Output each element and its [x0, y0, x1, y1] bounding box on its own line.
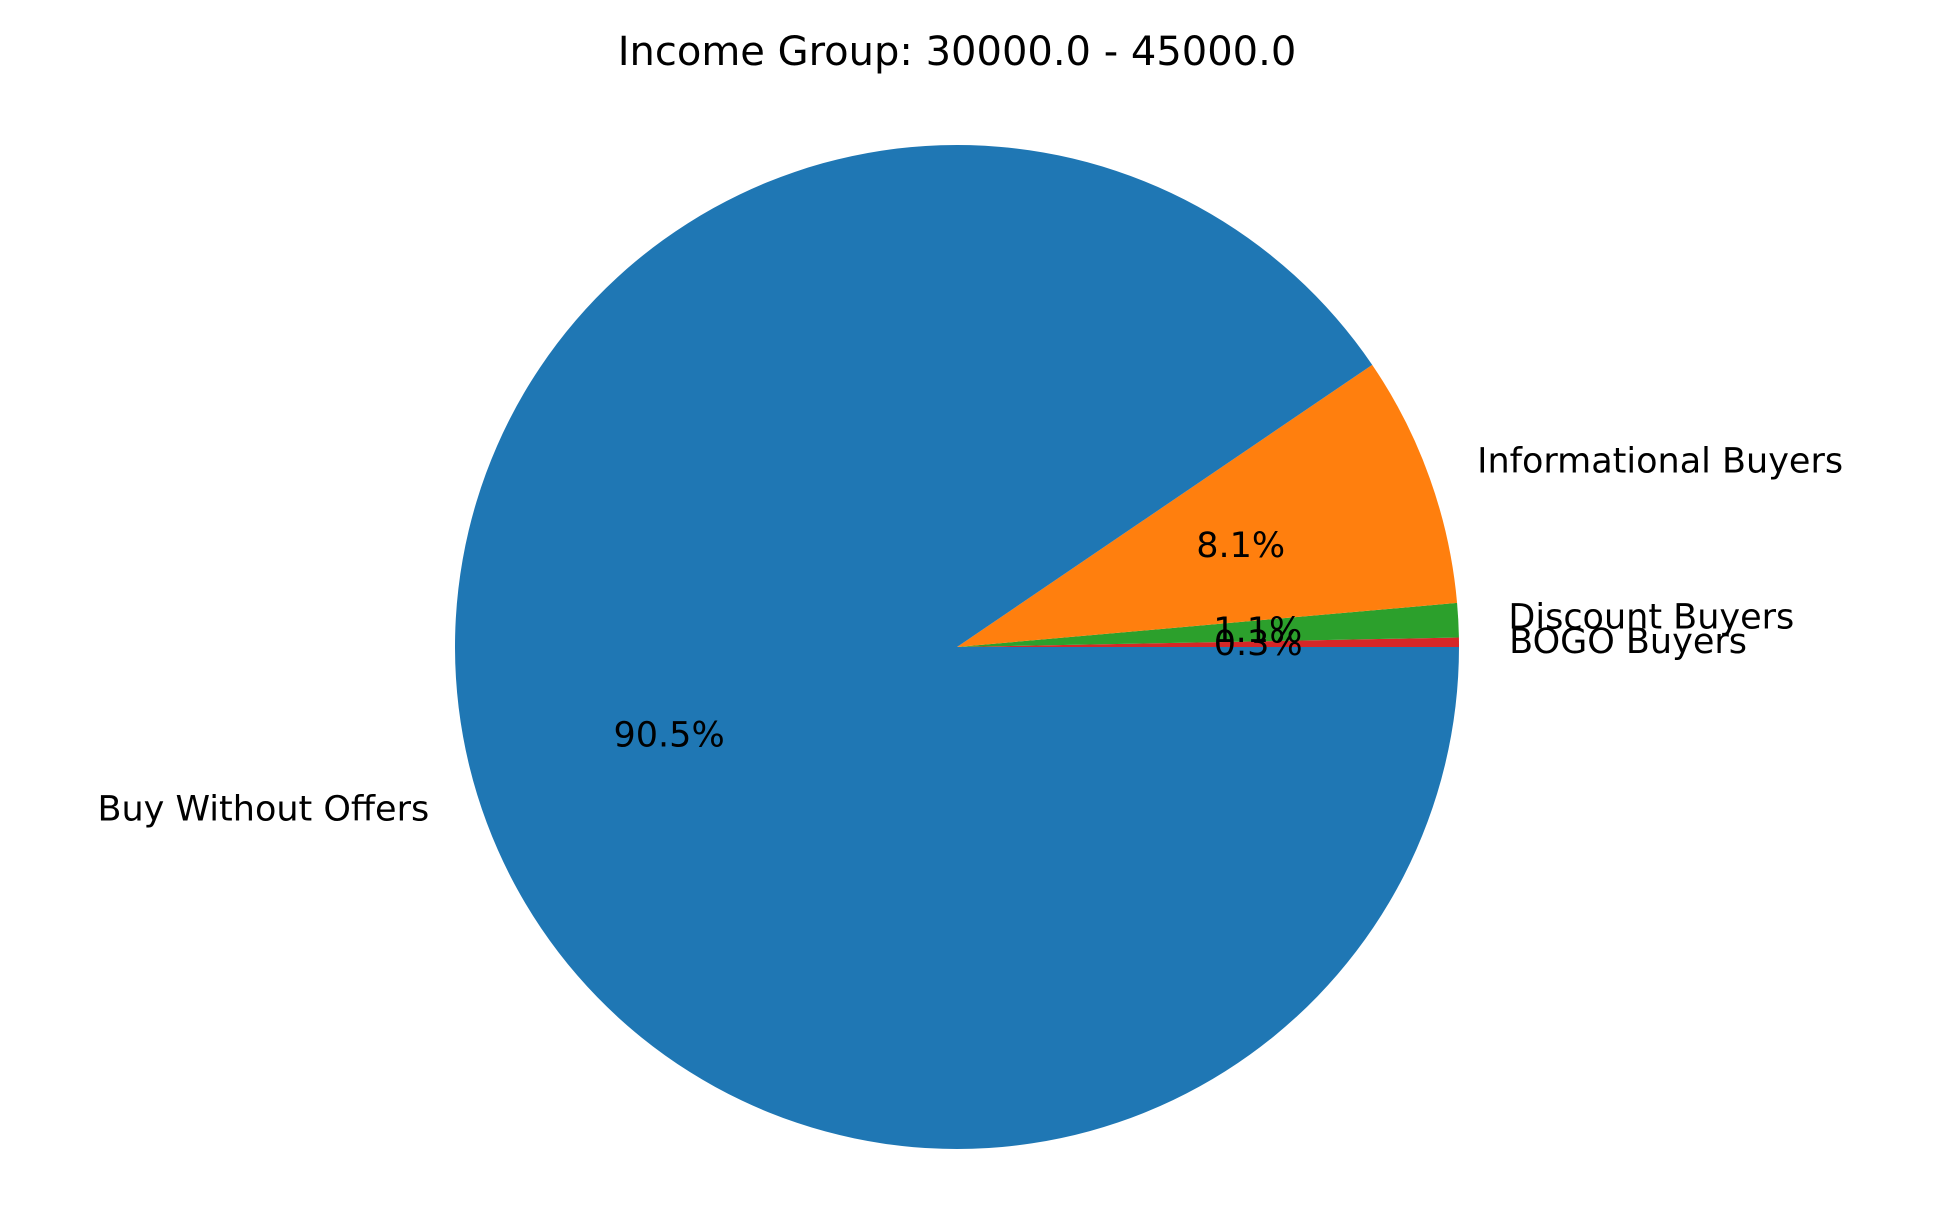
pie-slices [455, 145, 1459, 1150]
slice-percent-label: 8.1% [1196, 526, 1285, 566]
slice-label: Informational Buyers [1477, 442, 1843, 482]
slice-percent-label: 1.1% [1213, 611, 1302, 651]
slice-label: Discount Buyers [1508, 598, 1794, 638]
slice-label: BOGO Buyers [1509, 622, 1747, 662]
slice-percent-label: 0.3% [1214, 624, 1303, 664]
slice-percent-label: 90.5% [614, 716, 725, 756]
pie-slice-informational-buyers [957, 364, 1458, 647]
pie-percent-labels: 0.3%1.1% 8.1% 90.5% [614, 526, 1303, 756]
pie-slice-discount-buyers [957, 602, 1459, 647]
pie-slice-buy-without-offers [455, 145, 1459, 1150]
pie-slice-bogo-buyers [957, 637, 1459, 647]
chart-title: Income Group: 30000.0 - 45000.0 [618, 29, 1297, 75]
slice-label: Buy Without Offers [97, 789, 429, 829]
